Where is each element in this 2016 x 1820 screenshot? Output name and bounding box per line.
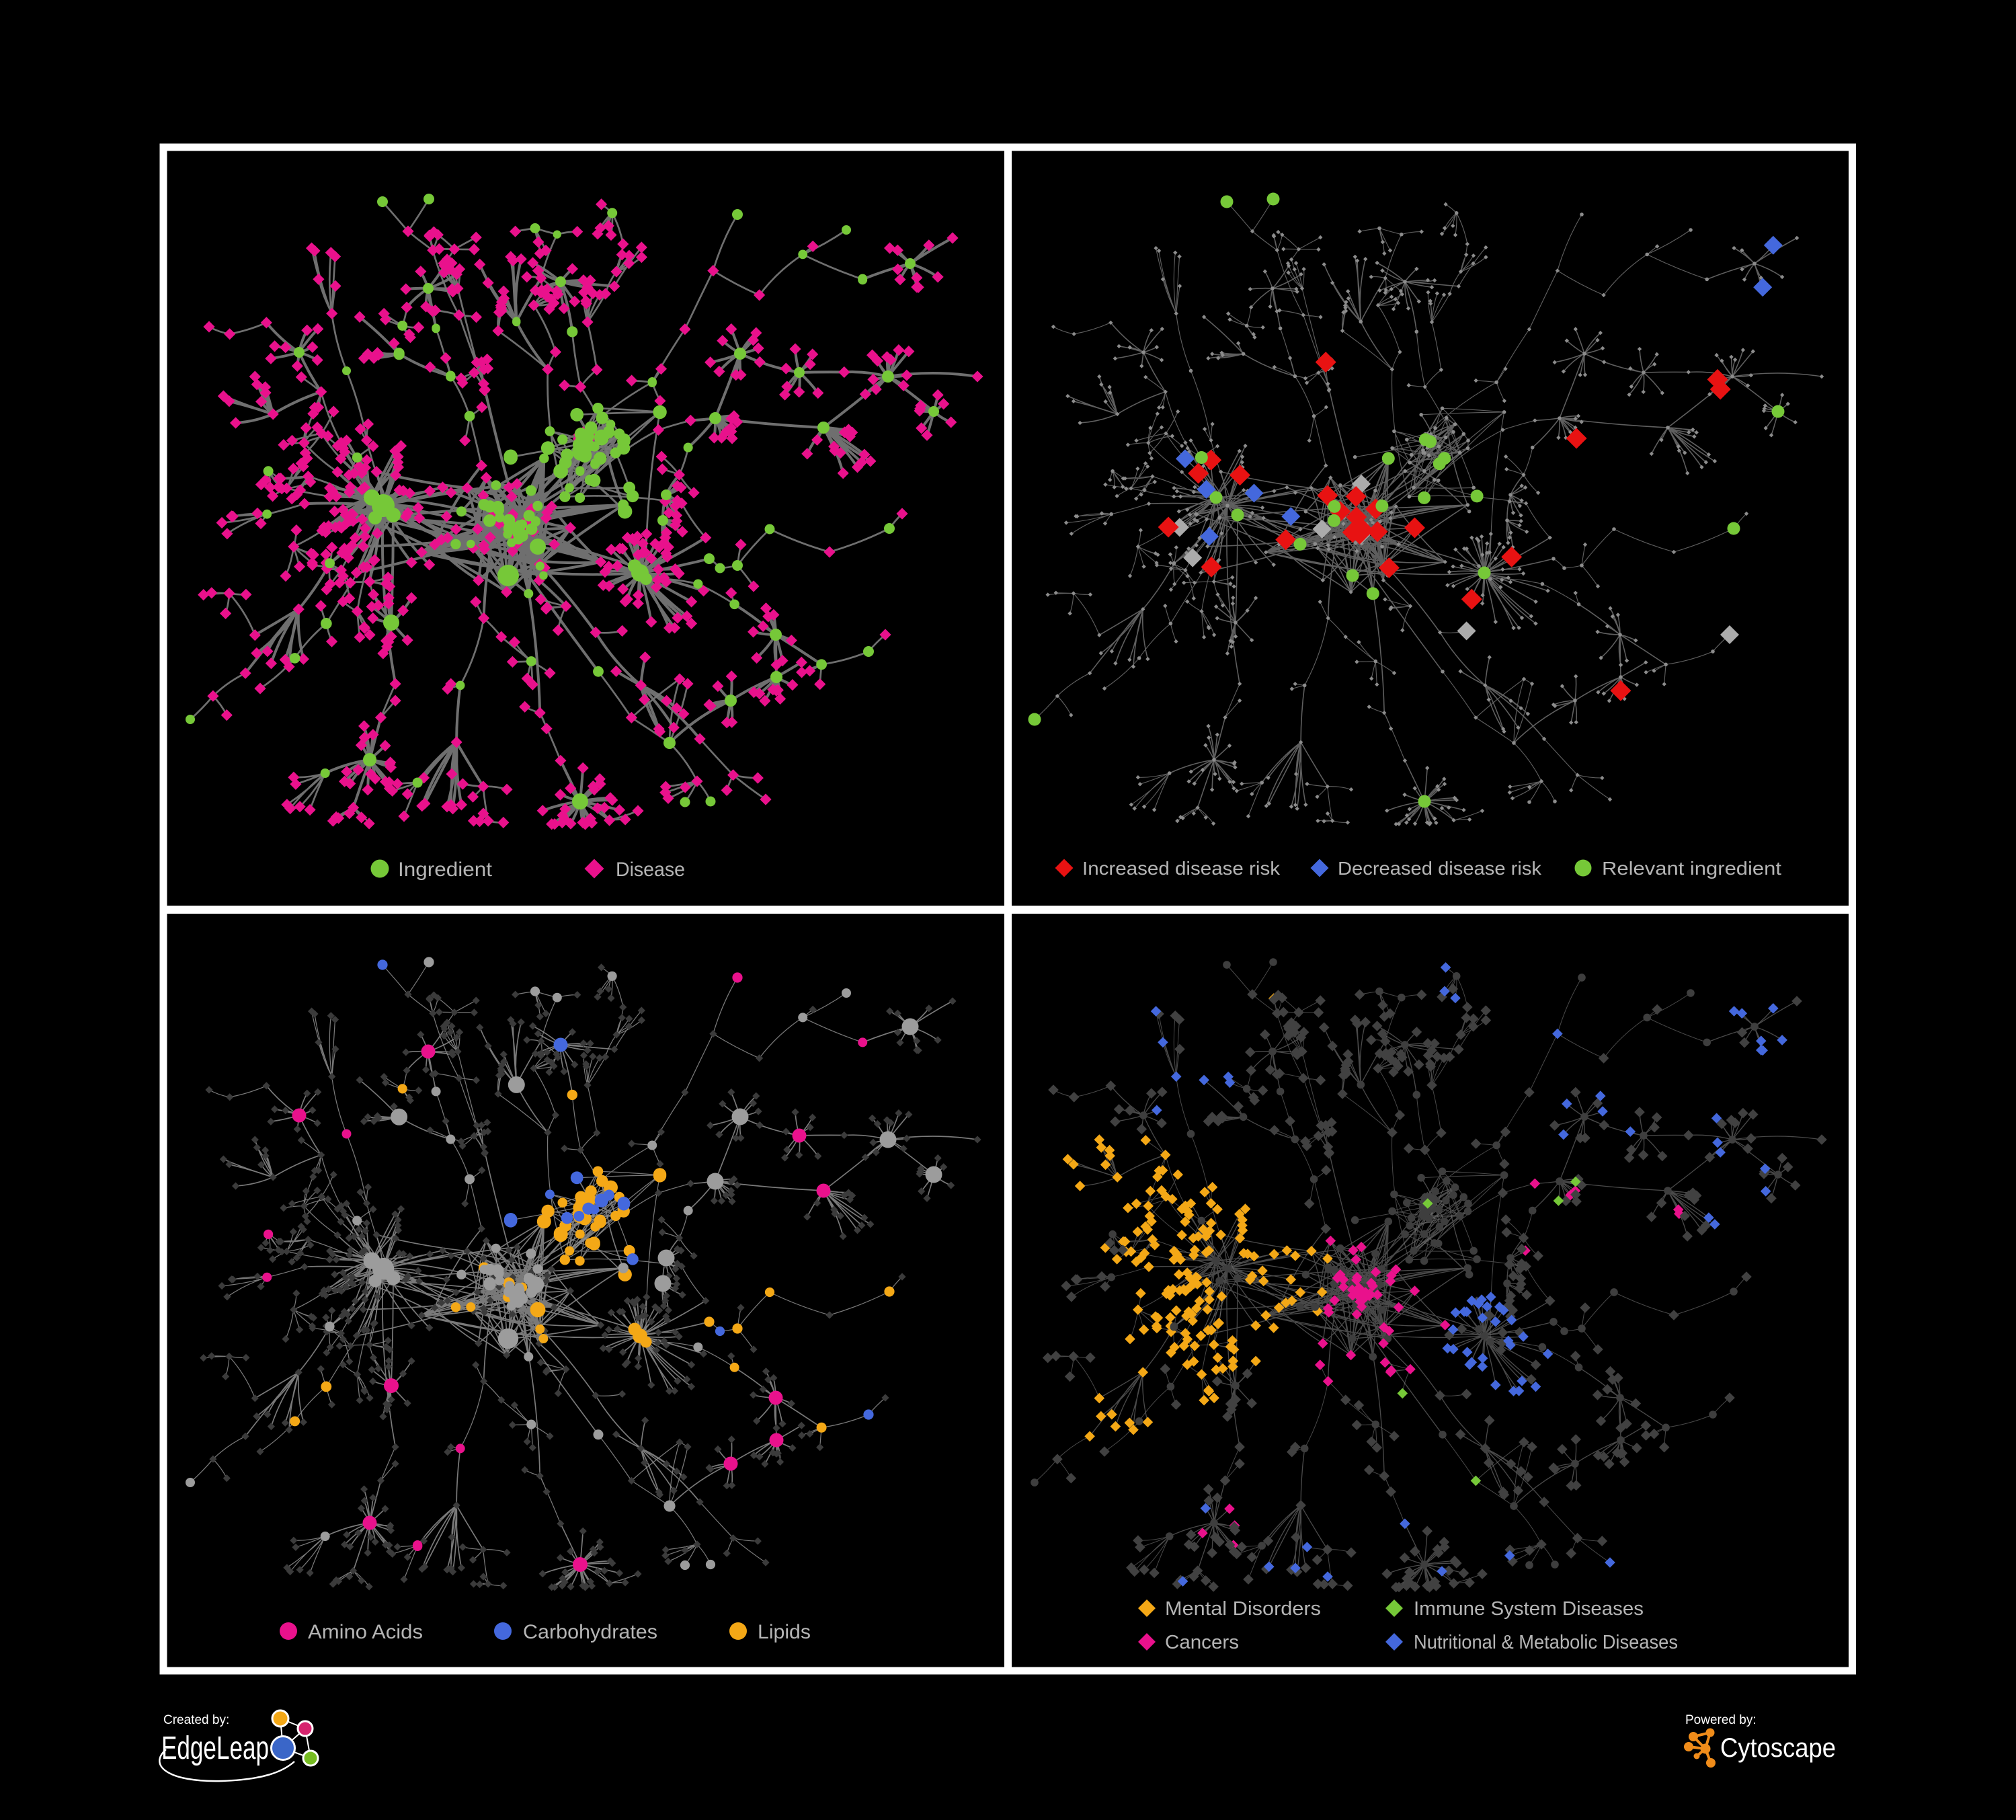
svg-text:Cytoscape: Cytoscape: [1720, 1733, 1836, 1763]
svg-text:Lipids: Lipids: [758, 1621, 811, 1643]
svg-text:Disease: Disease: [616, 859, 685, 881]
svg-text:Mental Disorders: Mental Disorders: [1165, 1598, 1321, 1620]
svg-text:Relevant ingredient: Relevant ingredient: [1602, 858, 1781, 879]
svg-text:Nutritional & Metabolic Diseas: Nutritional & Metabolic Diseases: [1414, 1632, 1678, 1653]
svg-text:Carbohydrates: Carbohydrates: [523, 1621, 657, 1643]
svg-text:Cancers: Cancers: [1165, 1632, 1239, 1653]
svg-text:EdgeLeap: EdgeLeap: [161, 1731, 269, 1766]
svg-text:Increased disease risk: Increased disease risk: [1082, 858, 1281, 879]
svg-text:Created by:: Created by:: [163, 1713, 229, 1727]
svg-text:Amino Acids: Amino Acids: [308, 1621, 423, 1643]
svg-text:Ingredient: Ingredient: [398, 859, 493, 881]
svg-text:Immune System Diseases: Immune System Diseases: [1414, 1598, 1644, 1620]
svg-text:Powered by:: Powered by:: [1685, 1713, 1757, 1727]
svg-text:Decreased disease risk: Decreased disease risk: [1338, 858, 1542, 879]
